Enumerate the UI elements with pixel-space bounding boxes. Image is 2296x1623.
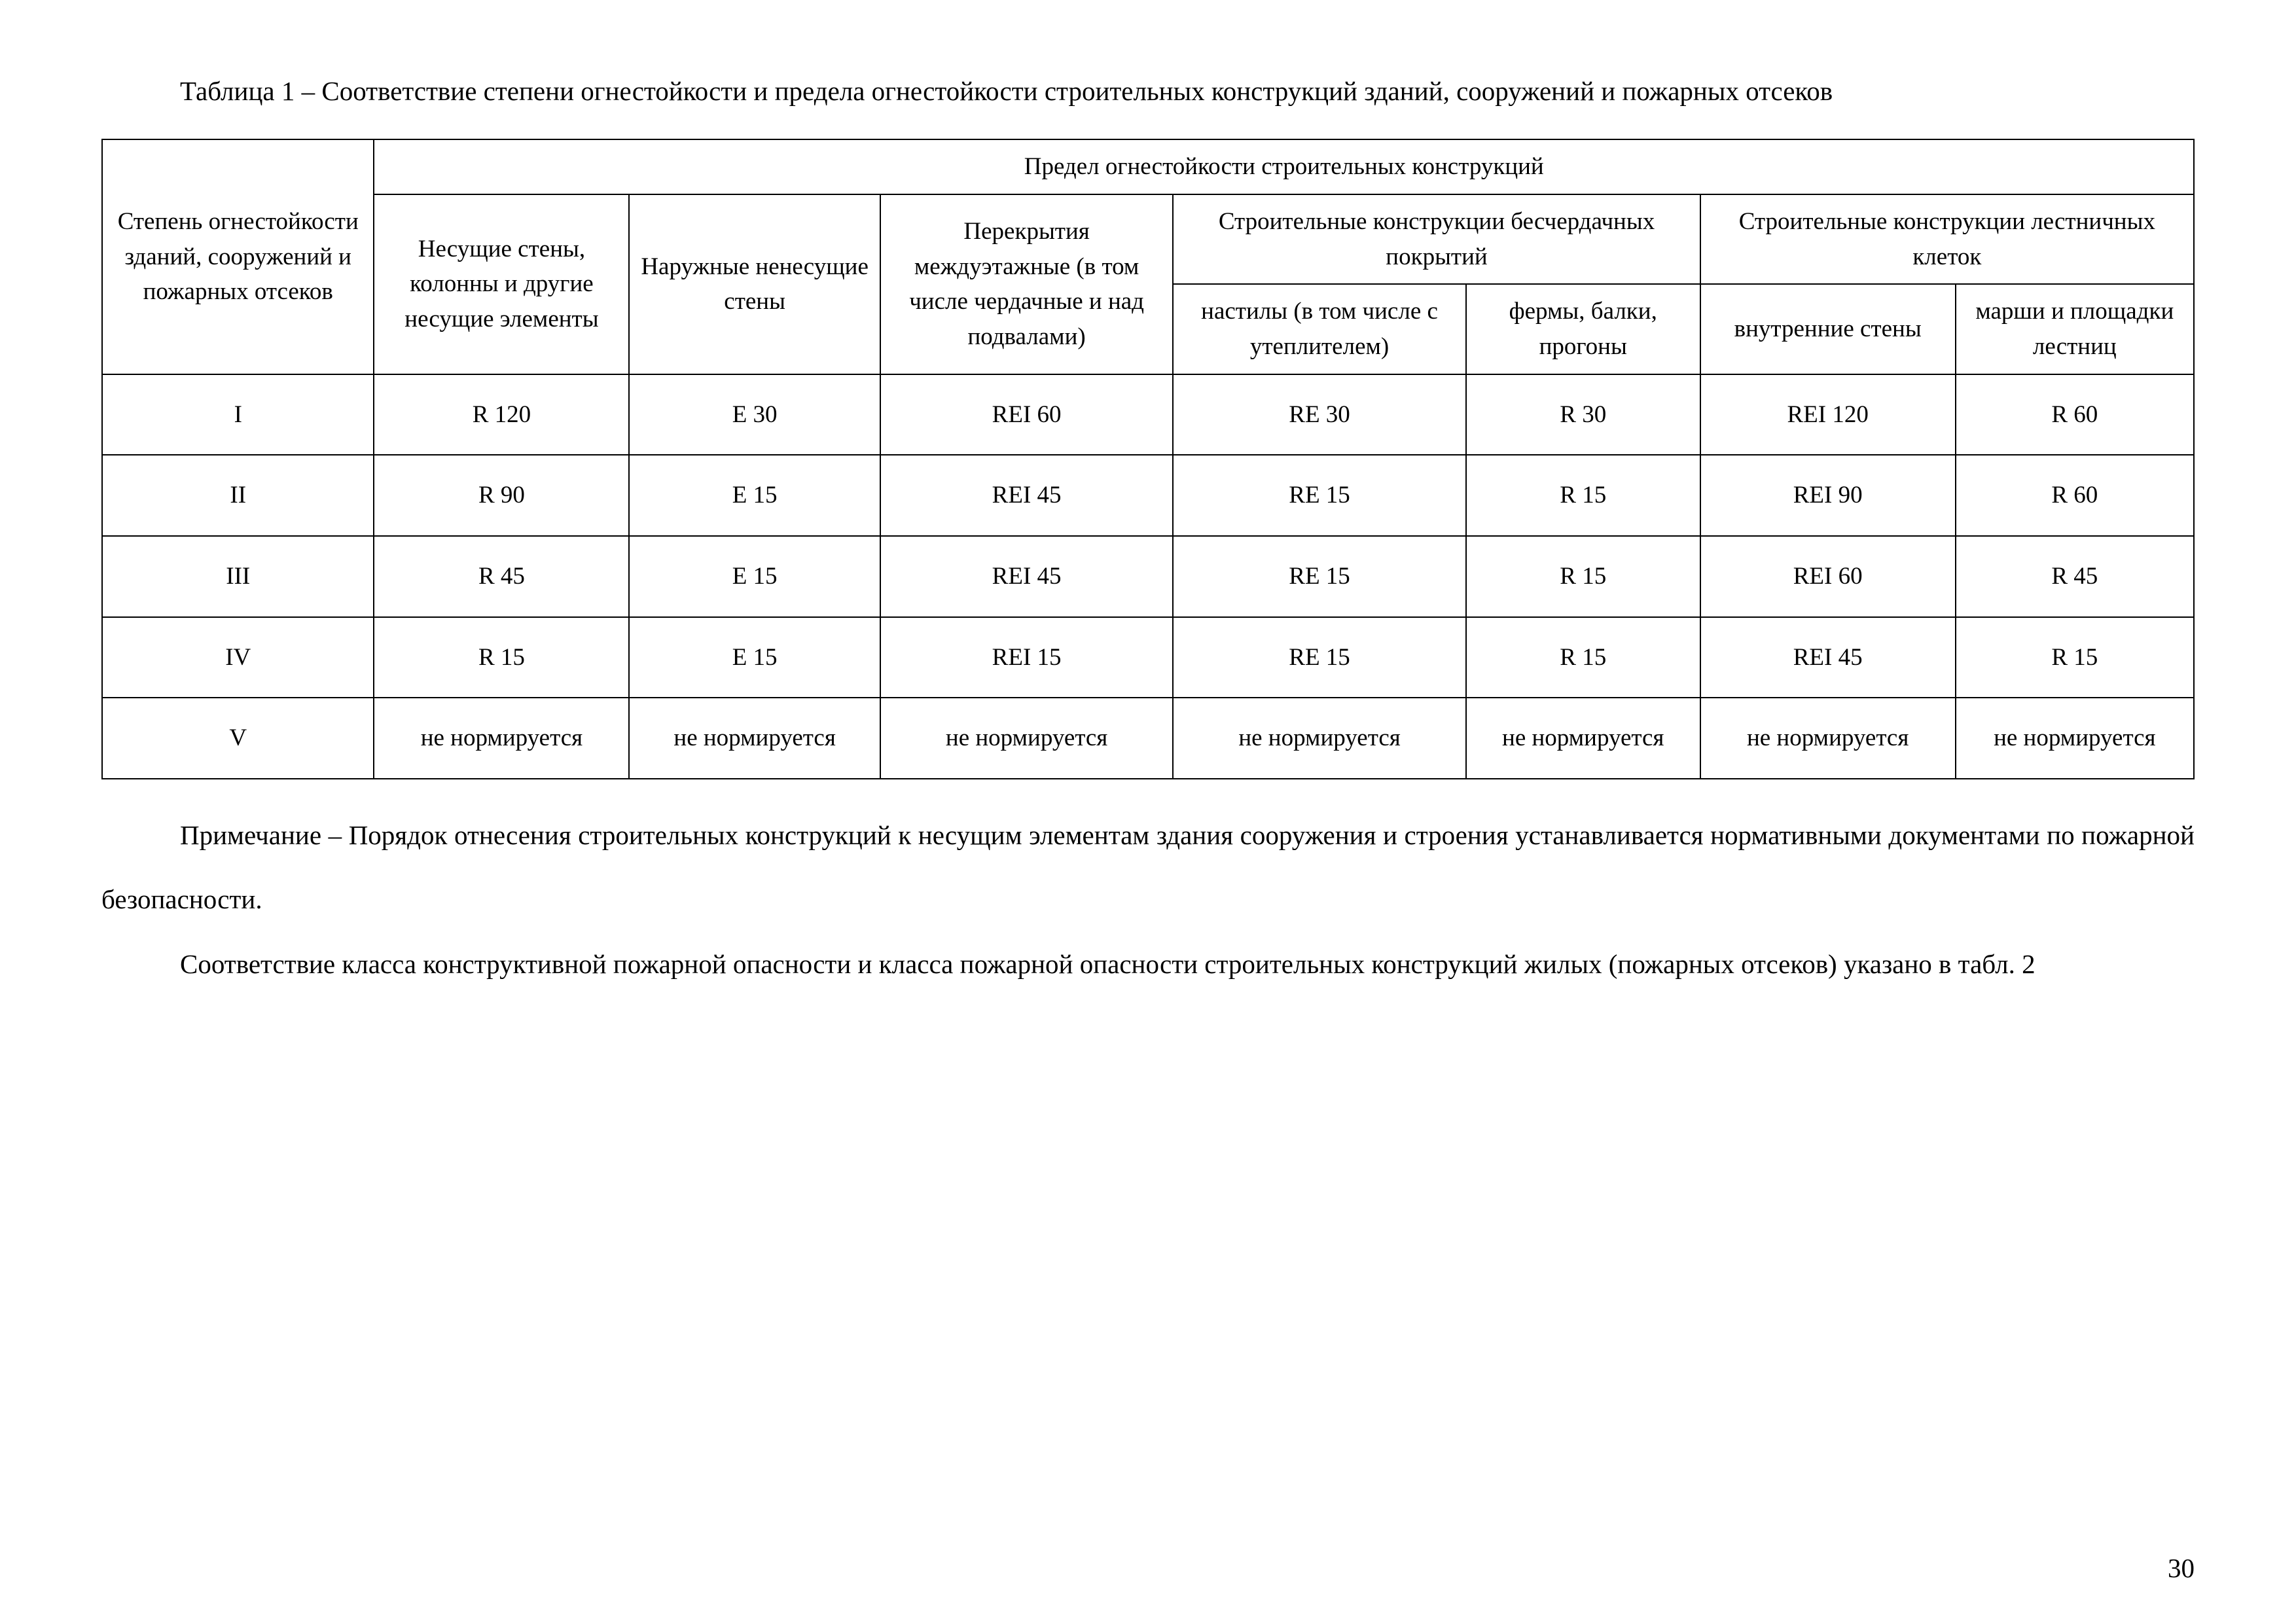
- header-group-roof: Строительные конструкции бесчердачных по…: [1173, 194, 1700, 284]
- cell: не нормируется: [629, 698, 880, 779]
- cell: R 15: [374, 617, 629, 698]
- cell: REI 90: [1700, 455, 1956, 536]
- note-paragraph-1: Примечание – Порядок отнесения строитель…: [101, 803, 2195, 932]
- header-group-stairs: Строительные конструкции лестничных клет…: [1700, 194, 2194, 284]
- cell: RE 30: [1173, 374, 1465, 455]
- cell: REI 45: [880, 455, 1173, 536]
- cell: R 60: [1956, 374, 2194, 455]
- cell: III: [102, 536, 374, 617]
- header-col2: Наружные ненесущие стены: [629, 194, 880, 374]
- fire-resistance-table: Степень огнестойкости зданий, сооружений…: [101, 139, 2195, 779]
- cell: R 60: [1956, 455, 2194, 536]
- note-paragraph-2: Соответствие класса конструктивной пожар…: [101, 932, 2195, 996]
- header-col7: марши и площадки лестниц: [1956, 284, 2194, 374]
- cell: REI 45: [880, 536, 1173, 617]
- header-top-span: Предел огнестойкости строительных констр…: [374, 139, 2194, 194]
- cell: R 15: [1466, 617, 1700, 698]
- cell: R 45: [1956, 536, 2194, 617]
- table-row: IV R 15 E 15 REI 15 RE 15 R 15 REI 45 R …: [102, 617, 2194, 698]
- cell: R 15: [1956, 617, 2194, 698]
- cell: не нормируется: [880, 698, 1173, 779]
- cell: REI 120: [1700, 374, 1956, 455]
- table-row: II R 90 E 15 REI 45 RE 15 R 15 REI 90 R …: [102, 455, 2194, 536]
- header-col5: фермы, балки, прогоны: [1466, 284, 1700, 374]
- cell: не нормируется: [1466, 698, 1700, 779]
- cell: E 30: [629, 374, 880, 455]
- cell: R 120: [374, 374, 629, 455]
- cell: RE 15: [1173, 617, 1465, 698]
- cell: RE 15: [1173, 455, 1465, 536]
- cell: E 15: [629, 455, 880, 536]
- cell: R 15: [1466, 455, 1700, 536]
- cell: II: [102, 455, 374, 536]
- cell: V: [102, 698, 374, 779]
- cell: R 15: [1466, 536, 1700, 617]
- cell: REI 45: [1700, 617, 1956, 698]
- cell: REI 60: [880, 374, 1173, 455]
- header-col3: Перекрытия междуэтажные (в том числе чер…: [880, 194, 1173, 374]
- table-row: III R 45 E 15 REI 45 RE 15 R 15 REI 60 R…: [102, 536, 2194, 617]
- cell: не нормируется: [1173, 698, 1465, 779]
- cell: не нормируется: [374, 698, 629, 779]
- cell: RE 15: [1173, 536, 1465, 617]
- cell: E 15: [629, 536, 880, 617]
- table-row: V не нормируется не нормируется не норми…: [102, 698, 2194, 779]
- header-col4: настилы (в том числе с утеплителем): [1173, 284, 1465, 374]
- cell: REI 60: [1700, 536, 1956, 617]
- header-col1: Несущие стены, колонны и другие несущие …: [374, 194, 629, 374]
- cell: IV: [102, 617, 374, 698]
- page-number: 30: [2168, 1552, 2195, 1584]
- cell: не нормируется: [1956, 698, 2194, 779]
- cell: I: [102, 374, 374, 455]
- cell: R 30: [1466, 374, 1700, 455]
- cell: E 15: [629, 617, 880, 698]
- table-row: I R 120 E 30 REI 60 RE 30 R 30 REI 120 R…: [102, 374, 2194, 455]
- cell: R 90: [374, 455, 629, 536]
- header-col6: внутренние стены: [1700, 284, 1956, 374]
- header-degree: Степень огнестойкости зданий, сооружений…: [102, 139, 374, 374]
- cell: REI 15: [880, 617, 1173, 698]
- table-caption: Таблица 1 – Соответствие степени огнесто…: [101, 59, 2195, 123]
- cell: R 45: [374, 536, 629, 617]
- cell: не нормируется: [1700, 698, 1956, 779]
